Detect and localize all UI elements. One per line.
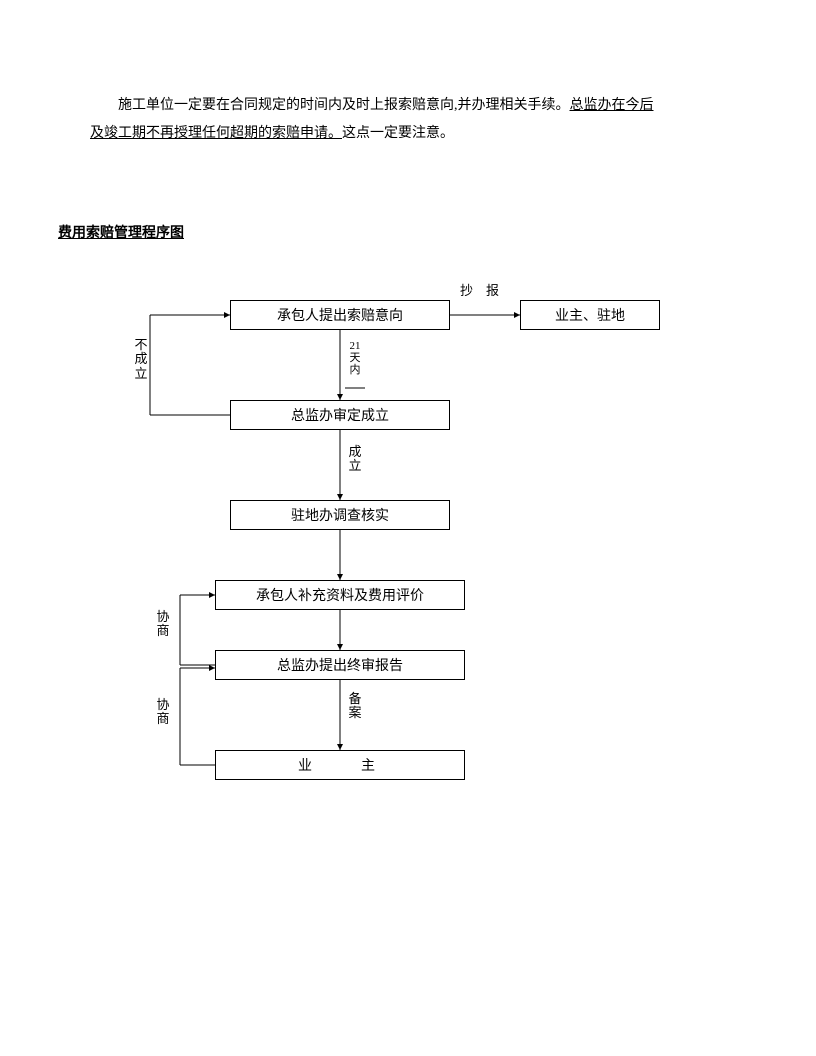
label-negotiate-1: 协商 xyxy=(156,610,170,639)
node-review-establish: 总监办审定成立 xyxy=(230,400,450,430)
label-backup: 备案 xyxy=(348,692,362,721)
intro-line1-underline: 总监办在今后 xyxy=(570,98,654,113)
flowchart-connectors xyxy=(120,290,680,810)
intro-line2-post: 这点一定要注意。 xyxy=(342,126,454,141)
label-established: 成立 xyxy=(348,445,362,474)
label-not-established: 不成立 xyxy=(134,338,148,381)
label-21-days: 21天内 xyxy=(348,340,362,376)
node-owner-resident: 业主、驻地 xyxy=(520,300,660,330)
label-negotiate-2: 协商 xyxy=(156,698,170,727)
intro-paragraph: 施工单位一定要在合同规定的时间内及时上报索赔意向,并办理相关手续。总监办在今后 … xyxy=(90,92,750,148)
node-investigate: 驻地办调查核实 xyxy=(230,500,450,530)
intro-line2-underline: 及竣工期不再授理任何超期的索赔申请。 xyxy=(90,126,342,141)
node-supplement-eval: 承包人补充资料及费用评价 xyxy=(215,580,465,610)
section-title: 费用索赔管理程序图 xyxy=(58,222,184,242)
intro-line1-pre: 施工单位一定要在合同规定的时间内及时上报索赔意向,并办理相关手续。 xyxy=(118,98,570,113)
node-owner: 业 主 xyxy=(215,750,465,780)
label-copy: 抄 报 xyxy=(460,280,499,299)
flowchart: 承包人提出索赔意向 业主、驻地 总监办审定成立 驻地办调查核实 承包人补充资料及… xyxy=(120,290,680,810)
node-final-report: 总监办提出终审报告 xyxy=(215,650,465,680)
node-submit-claim: 承包人提出索赔意向 xyxy=(230,300,450,330)
